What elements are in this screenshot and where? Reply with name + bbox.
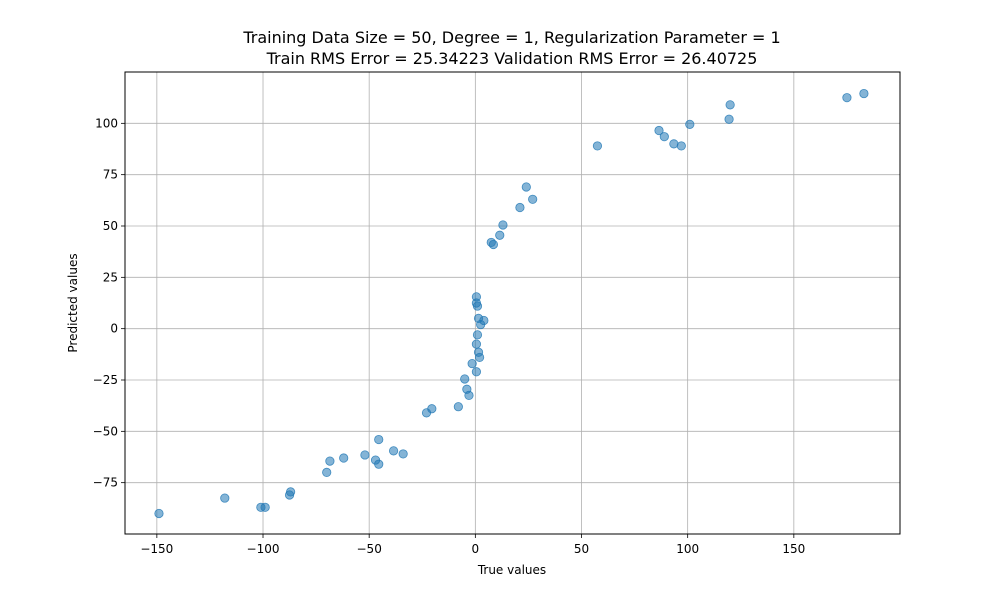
scatter-point <box>859 88 869 99</box>
scatter-point <box>467 358 477 369</box>
x-tick-label: 100 <box>676 542 699 556</box>
scatter-point <box>724 114 734 124</box>
scatter-point <box>676 141 686 151</box>
scatter-point <box>479 315 489 326</box>
scatter-point <box>471 367 482 377</box>
y-tick-label: −75 <box>93 476 118 490</box>
scatter-point <box>154 508 164 519</box>
scatter-point <box>515 202 525 213</box>
y-tick-label: 25 <box>103 270 118 284</box>
x-tick-label: −150 <box>140 542 173 556</box>
y-tick-label: 75 <box>103 168 118 182</box>
grid-lines <box>125 72 900 534</box>
scatter-point <box>220 493 230 503</box>
scatter-point <box>592 141 603 151</box>
scatter-point <box>471 339 482 349</box>
scatter-point <box>498 220 508 230</box>
x-tick-label: −50 <box>357 542 382 556</box>
scatter-point <box>725 100 735 110</box>
scatter-point <box>453 402 463 412</box>
scatter-point <box>471 292 482 302</box>
scatter-point <box>374 434 384 445</box>
y-tick-label: 0 <box>110 322 118 336</box>
y-tick-label: 100 <box>95 116 118 130</box>
scatter-point <box>488 239 498 250</box>
scatter-point <box>460 374 470 384</box>
y-axis-label: Predicted values <box>66 253 80 352</box>
scatter-point <box>360 450 370 460</box>
chart-subtitle: Train RMS Error = 25.34223 Validation RM… <box>266 49 758 68</box>
scatter-point <box>659 132 669 142</box>
y-tick-label: 50 <box>103 219 118 233</box>
scatter-point <box>339 453 349 463</box>
scatter-point <box>260 502 270 512</box>
x-tick-label: −100 <box>247 542 280 556</box>
scatter-point <box>388 446 399 456</box>
data-points <box>154 88 869 519</box>
scatter-point <box>842 93 852 103</box>
scatter-point <box>472 301 483 311</box>
scatter-point <box>374 459 384 469</box>
y-tick-label: −50 <box>93 424 118 438</box>
scatter-point <box>464 390 474 400</box>
scatter-point <box>474 352 485 363</box>
scatter-point <box>286 487 296 497</box>
scatter-point <box>325 456 335 466</box>
scatter-point <box>322 467 332 477</box>
scatter-point <box>472 330 483 340</box>
x-axis-ticks: −150 −100 −50 0 50 100 150 <box>140 534 805 556</box>
y-axis-ticks: −75 −50 −25 0 25 50 75 100 <box>93 116 125 490</box>
y-tick-label: −25 <box>93 373 118 387</box>
x-tick-label: 50 <box>574 542 589 556</box>
scatter-point <box>654 125 664 136</box>
plot-frame <box>124 71 901 535</box>
x-axis-label: True values <box>477 563 546 577</box>
x-tick-label: 150 <box>782 542 805 556</box>
scatter-point <box>427 404 437 414</box>
x-tick-label: 0 <box>472 542 480 556</box>
scatter-point <box>398 449 408 459</box>
scatter-point <box>528 194 538 204</box>
scatter-point <box>495 230 505 240</box>
chart-title: Training Data Size = 50, Degree = 1, Reg… <box>242 28 780 47</box>
scatter-point <box>685 119 695 129</box>
scatter-point <box>521 182 531 192</box>
